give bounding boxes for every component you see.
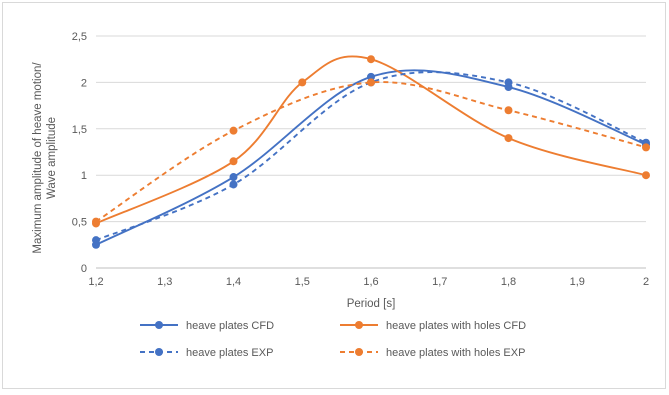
y-tick-label: 0,5 [72, 217, 87, 229]
y-tick-label: 1 [81, 170, 87, 182]
x-tick-label: 2 [643, 276, 649, 288]
legend-swatch-marker [355, 321, 363, 329]
data-point-series-1 [367, 72, 375, 81]
data-point-series-4 [642, 143, 650, 152]
legend: heave plates CFD heave plates with holes … [140, 320, 526, 359]
x-tick-label: 1,4 [226, 276, 241, 288]
data-point-series-2 [504, 134, 513, 143]
legend-label: heave plates with holes EXP [386, 347, 525, 359]
data-point-series-4 [367, 78, 375, 87]
y-axis-label-line-2: Wave amplitude [46, 117, 58, 199]
axes: Maximum amplitude of heave motion/ Wave … [32, 62, 395, 310]
data-point-series-2 [367, 55, 375, 64]
data-point-series-1 [229, 173, 238, 182]
grid: 0 0,5 1 1,5 2 2,5 1,2 1,3 1,4 1,5 1,6 1,7 1,8 1,9 2 [72, 31, 649, 288]
legend-label: heave plates with holes CFD [386, 320, 526, 332]
data-point-series-2 [642, 171, 650, 180]
data-point-series-3 [504, 78, 513, 87]
data-point-series-3 [92, 236, 100, 245]
data-point-series-4 [229, 126, 238, 135]
data-point-series-2 [298, 78, 307, 87]
x-tick-label: 1,3 [157, 276, 172, 288]
legend-swatch-marker [355, 348, 363, 356]
series-line-4 [95, 81, 647, 223]
y-tick-label: 2 [81, 77, 87, 89]
data-point-series-2 [229, 157, 238, 166]
heave-amplitude-chart: 0 0,5 1 1,5 2 2,5 1,2 1,3 1,4 1,5 1,6 1,7 1,8 1,9 2 Ma… [32, 31, 650, 359]
legend-swatch-marker [155, 348, 163, 356]
data-point-series-3 [229, 180, 238, 189]
x-tick-label: 1,6 [363, 276, 378, 288]
series-line-1 [95, 69, 647, 246]
x-tick-label: 1,5 [295, 276, 310, 288]
legend-label: heave plates EXP [186, 347, 273, 359]
chart-frame: 0 0,5 1 1,5 2 2,5 1,2 1,3 1,4 1,5 1,6 1,7 1,8 1,9 2 Ma… [2, 2, 666, 389]
legend-swatch-marker [155, 321, 163, 329]
y-axis-label-line-1: Maximum amplitude of heave motion/ [32, 62, 44, 254]
x-tick-label: 1,2 [88, 276, 103, 288]
series [92, 55, 650, 249]
data-point-series-4 [504, 106, 513, 115]
x-tick-label: 1,7 [432, 276, 447, 288]
x-tick-label: 1,8 [501, 276, 516, 288]
x-tick-label: 1,9 [570, 276, 585, 288]
y-tick-label: 1,5 [72, 124, 87, 136]
data-point-series-4 [92, 217, 100, 226]
legend-label: heave plates CFD [186, 320, 274, 332]
series-line-2 [95, 55, 647, 225]
y-tick-label: 0 [81, 263, 87, 275]
x-axis-label: Period [s] [347, 298, 396, 310]
y-tick-label: 2,5 [72, 31, 87, 43]
